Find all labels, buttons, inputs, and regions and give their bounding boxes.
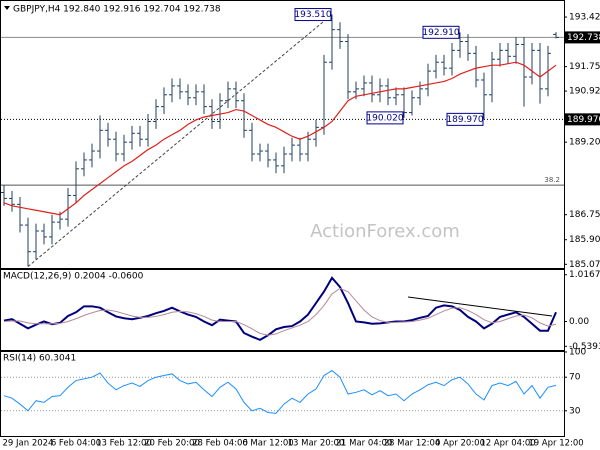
panel-title: GBPJPY,H4 192.840 192.916 192.704 192.73… xyxy=(13,5,221,15)
y-tick-label: 189.200 xyxy=(569,138,600,148)
panel-title: MACD(12,26,9) 0.2004 -0.0600 xyxy=(3,272,144,282)
price-label-box xyxy=(422,25,460,39)
watermark: ActionForex.com xyxy=(310,221,460,242)
trendline xyxy=(27,14,333,267)
rsi-panel xyxy=(0,351,565,437)
price-label-box xyxy=(366,111,404,125)
indicator-line xyxy=(3,369,557,414)
price-label-box xyxy=(294,8,332,22)
price-label: 190.020 xyxy=(366,113,403,123)
price-box-label: 189.970 xyxy=(567,115,600,125)
macd-trendline xyxy=(407,296,553,317)
y-tick-label: 70 xyxy=(569,373,581,383)
x-tick-label: 12 Apr 04:00 xyxy=(480,439,535,449)
y-tick-label: 193.425 xyxy=(569,13,600,23)
panel-title: RSI(14) 60.3041 xyxy=(3,354,76,364)
y-tick-label: 186.750 xyxy=(569,210,600,220)
x-tick-label: 21 Mar 04:00 xyxy=(336,439,393,449)
collapse-icon xyxy=(4,6,10,10)
price-label: 192.910 xyxy=(422,28,459,38)
price-panel xyxy=(0,0,565,269)
y-tick-label: 30 xyxy=(569,406,581,416)
y-tick-label: 1.0167 xyxy=(569,270,600,280)
price-box xyxy=(565,31,600,44)
price-box xyxy=(565,113,600,126)
price-label-box xyxy=(446,112,484,126)
x-tick-label: 13 Feb 12:00 xyxy=(96,439,152,449)
x-tick-label: 4 Apr 20:00 xyxy=(435,439,485,449)
x-tick-label: 6 Feb 04:00 xyxy=(51,439,101,449)
price-box-label: 192.738 xyxy=(567,33,600,43)
y-tick-label: 185.075 xyxy=(569,260,600,270)
indicator-line xyxy=(3,276,557,341)
macd-panel xyxy=(0,269,565,351)
y-tick-label: -0.5393 xyxy=(569,342,600,352)
y-tick-label: 190.925 xyxy=(569,87,600,97)
indicator-line xyxy=(3,287,557,336)
fib-label: 38.2 xyxy=(544,176,560,184)
y-tick-label: 100 xyxy=(569,348,586,358)
y-tick-label: 0.00 xyxy=(569,317,589,327)
x-tick-label: 28 Mar 12:00 xyxy=(384,439,441,449)
x-tick-label: 13 Mar 20:00 xyxy=(288,439,345,449)
price-label: 193.510 xyxy=(294,10,331,20)
x-tick-label: 6 Mar 12:00 xyxy=(242,439,293,449)
x-tick-label: 29 Jan 2024 xyxy=(3,439,54,449)
moving-average xyxy=(3,61,557,216)
x-tick-label: 28 Feb 04:00 xyxy=(192,439,248,449)
price-label: 189.970 xyxy=(446,115,483,125)
y-tick-label: 191.750 xyxy=(569,62,600,72)
x-tick-label: 20 Feb 20:00 xyxy=(144,439,200,449)
x-tick-label: 19 Apr 12:00 xyxy=(528,439,583,449)
y-tick-label: 185.905 xyxy=(569,235,600,245)
